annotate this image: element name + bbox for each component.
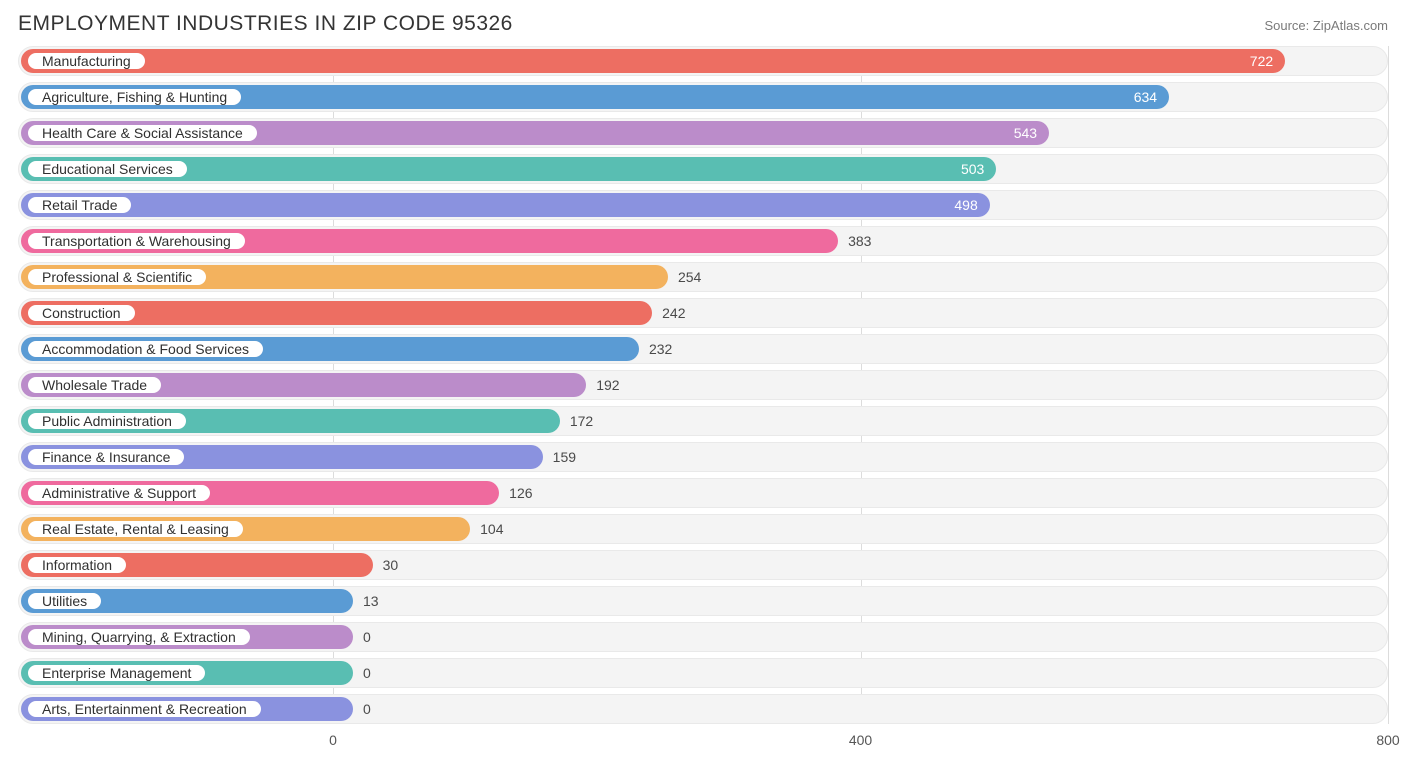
bar-label: Construction [27,304,136,322]
bar-label: Public Administration [27,412,187,430]
bar-label: Manufacturing [27,52,146,70]
bar-value: 242 [662,298,685,328]
bar-row: Construction 242 [18,298,1388,328]
chart-source: Source: ZipAtlas.com [1264,18,1388,33]
bar-value: 0 [363,622,371,652]
chart-plot: Manufacturing 722 Agriculture, Fishing & H… [18,46,1388,724]
bar-label: Mining, Quarrying, & Extraction [27,628,251,646]
bar-value: 126 [509,478,532,508]
bar-label: Real Estate, Rental & Leasing [27,520,244,538]
bar-label: Wholesale Trade [27,376,162,394]
bar-value: 13 [363,586,379,616]
bar-row: Wholesale Trade 192 [18,370,1388,400]
bar-value: 192 [596,370,619,400]
bar-row: Agriculture, Fishing & Hunting 634 [18,82,1388,112]
bar-value: 498 [954,190,977,220]
bar-label: Professional & Scientific [27,268,207,286]
bar-value: 0 [363,658,371,688]
bar-label: Agriculture, Fishing & Hunting [27,88,242,106]
gridline [1388,46,1389,724]
bar-row: Mining, Quarrying, & Extraction 0 [18,622,1388,652]
bar-label: Health Care & Social Assistance [27,124,258,142]
chart-title: EMPLOYMENT INDUSTRIES IN ZIP CODE 95326 [18,12,513,36]
axis-tick: 800 [1376,732,1399,748]
chart-header: EMPLOYMENT INDUSTRIES IN ZIP CODE 95326 … [18,12,1388,36]
bar-row: Professional & Scientific 254 [18,262,1388,292]
bar-label: Utilities [27,592,102,610]
axis-tick: 400 [849,732,872,748]
bar-value: 383 [848,226,871,256]
bar-fill [21,49,1285,73]
bar-label: Retail Trade [27,196,132,214]
bar-label: Finance & Insurance [27,448,185,466]
bar-label: Transportation & Warehousing [27,232,246,250]
bar-value: 159 [553,442,576,472]
bar-row: Transportation & Warehousing 383 [18,226,1388,256]
bar-label: Arts, Entertainment & Recreation [27,700,262,718]
bar-fill [21,193,990,217]
bar-value: 104 [480,514,503,544]
axis-tick: 0 [329,732,337,748]
bar-row: Information 30 [18,550,1388,580]
bar-label: Administrative & Support [27,484,211,502]
bar-row: Enterprise Management 0 [18,658,1388,688]
bar-row: Utilities 13 [18,586,1388,616]
bar-label: Information [27,556,127,574]
bar-value: 634 [1134,82,1157,112]
bar-row: Health Care & Social Assistance 543 [18,118,1388,148]
bar-row: Public Administration 172 [18,406,1388,436]
bar-value: 30 [383,550,399,580]
bar-label: Accommodation & Food Services [27,340,264,358]
bar-label: Enterprise Management [27,664,206,682]
bar-row: Arts, Entertainment & Recreation 0 [18,694,1388,724]
bar-row: Retail Trade 498 [18,190,1388,220]
bar-value: 254 [678,262,701,292]
chart-area: Manufacturing 722 Agriculture, Fishing & H… [18,46,1388,752]
bar-value: 722 [1250,46,1273,76]
bar-row: Finance & Insurance 159 [18,442,1388,472]
bar-row: Administrative & Support 126 [18,478,1388,508]
bar-value: 172 [570,406,593,436]
bar-value: 0 [363,694,371,724]
bar-value: 503 [961,154,984,184]
bar-row: Real Estate, Rental & Leasing 104 [18,514,1388,544]
bar-label: Educational Services [27,160,188,178]
bar-row: Educational Services 503 [18,154,1388,184]
chart-x-axis: 0400800 [18,730,1388,752]
bar-row: Accommodation & Food Services 232 [18,334,1388,364]
bar-row: Manufacturing 722 [18,46,1388,76]
bar-value: 232 [649,334,672,364]
bar-value: 543 [1014,118,1037,148]
